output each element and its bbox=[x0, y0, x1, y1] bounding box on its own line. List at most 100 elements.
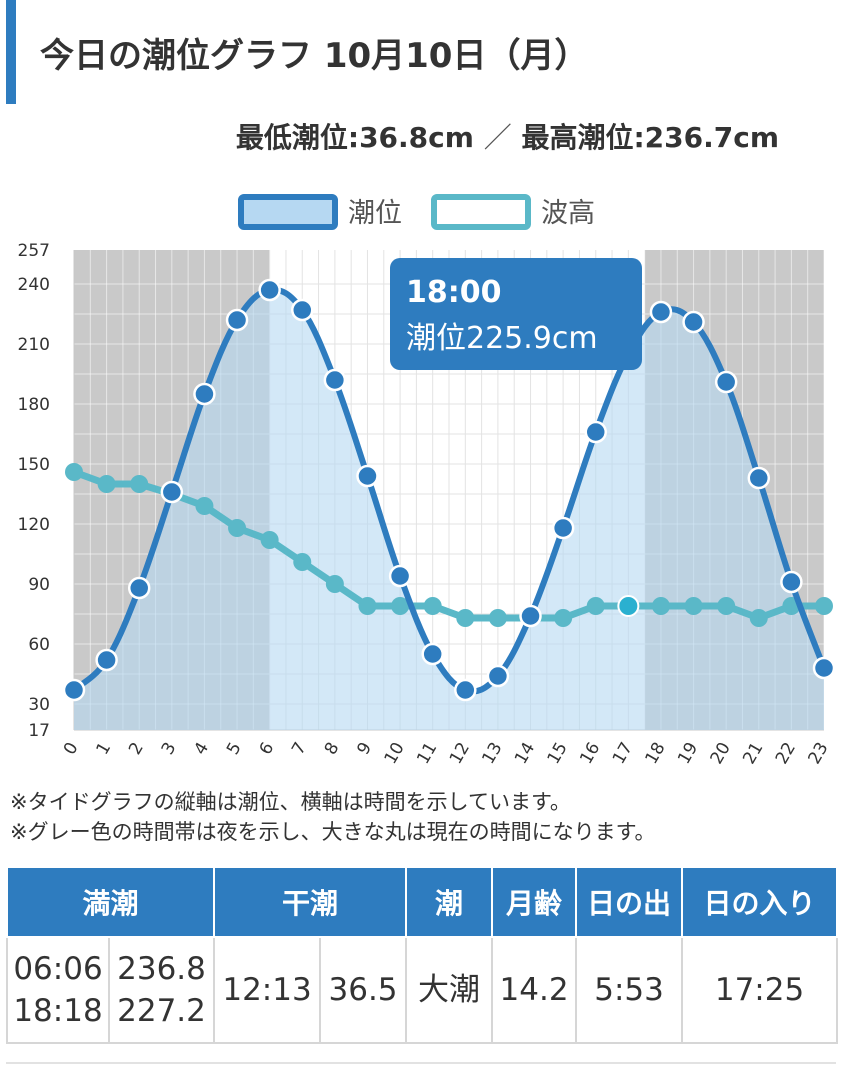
wave-point-2 bbox=[130, 475, 149, 493]
tide-point-6 bbox=[258, 278, 281, 302]
wave-point-6 bbox=[260, 531, 279, 549]
wave-point-20 bbox=[717, 597, 736, 615]
legend-label-tide: 潮位 bbox=[348, 198, 402, 229]
x-tick-group-3: 3 bbox=[158, 739, 181, 758]
header-sunrise: 日の出 bbox=[575, 866, 684, 938]
x-tick-label-7: 7 bbox=[288, 739, 311, 758]
tide-point-18 bbox=[649, 300, 673, 324]
high-tide-time-1: 06:06 bbox=[13, 951, 103, 987]
title-accent-bar bbox=[6, 0, 16, 104]
x-tick-group-6: 6 bbox=[256, 739, 279, 758]
x-tick-label-2: 2 bbox=[125, 739, 148, 758]
x-tick-group-11: 11 bbox=[413, 739, 441, 768]
wave-point-8 bbox=[325, 575, 344, 593]
header-high-tide: 満潮 bbox=[5, 866, 216, 938]
x-tick-label-23: 23 bbox=[805, 739, 833, 768]
tooltip-box bbox=[390, 258, 642, 370]
x-tick-group-10: 10 bbox=[381, 739, 409, 768]
x-tick-label-4: 4 bbox=[190, 739, 213, 758]
legend-swatch-tide bbox=[238, 194, 338, 230]
title-bar: 今日の潮位グラフ 10月10日（月） bbox=[0, 0, 855, 104]
low-tide-time: 12:13 bbox=[213, 936, 322, 1044]
x-tick-group-18: 18 bbox=[641, 739, 669, 768]
x-tick-label-1: 1 bbox=[93, 739, 116, 758]
x-tick-label-15: 15 bbox=[544, 739, 572, 768]
x-tick-label-6: 6 bbox=[256, 739, 279, 758]
tide-point-10 bbox=[388, 564, 412, 588]
tide-point-21 bbox=[747, 466, 771, 490]
y-tick-label-120: 120 bbox=[18, 515, 50, 535]
x-tick-label-18: 18 bbox=[641, 739, 669, 768]
x-tick-label-17: 17 bbox=[609, 739, 637, 768]
x-tick-label-10: 10 bbox=[381, 739, 409, 768]
min-tide-label: 最低潮位:36.8cm bbox=[235, 121, 474, 154]
wave-point-4 bbox=[195, 497, 214, 515]
high-tide-times: 06:06 18:18 bbox=[6, 936, 110, 1044]
wave-point-11 bbox=[423, 597, 442, 615]
x-tick-label-12: 12 bbox=[446, 739, 474, 768]
y-tick-label-210: 210 bbox=[18, 335, 50, 355]
wave-point-0 bbox=[65, 463, 83, 481]
y-tick-label-257: 257 bbox=[18, 241, 50, 261]
tide-area-fill bbox=[74, 289, 824, 730]
tide-line bbox=[71, 286, 827, 695]
wave-point-19 bbox=[684, 597, 703, 615]
tide-point-7 bbox=[291, 298, 314, 322]
wave-point-21 bbox=[749, 609, 768, 627]
wave-point-17 bbox=[617, 595, 640, 617]
x-tick-group-2: 2 bbox=[125, 739, 148, 758]
x-tick-label-20: 20 bbox=[707, 739, 735, 768]
tooltip-time: 18:00 bbox=[406, 275, 502, 310]
x-tick-group-14: 14 bbox=[511, 739, 539, 768]
page-title: 今日の潮位グラフ 10月10日（月） bbox=[40, 36, 589, 76]
x-tick-group-21: 21 bbox=[739, 739, 767, 768]
tide-type: 大潮 bbox=[405, 936, 494, 1044]
tide-point-13 bbox=[486, 664, 510, 688]
tide-point-23 bbox=[812, 656, 836, 680]
x-tick-group-23: 23 bbox=[805, 739, 833, 768]
tide-point-1 bbox=[95, 648, 118, 672]
x-tick-group-7: 7 bbox=[288, 739, 311, 758]
tide-point-0 bbox=[62, 678, 86, 702]
x-tick-group-16: 16 bbox=[576, 739, 604, 768]
x-tick-group-17: 17 bbox=[609, 739, 637, 768]
x-tick-group-4: 4 bbox=[190, 739, 213, 758]
moon-age: 14.2 bbox=[491, 936, 578, 1044]
low-tide-level: 36.5 bbox=[319, 936, 408, 1044]
tide-point-16 bbox=[584, 420, 607, 444]
x-tick-label-8: 8 bbox=[321, 739, 344, 758]
tide-table-header-row: 満潮 干潮 潮 月齢 日の出 日の入り bbox=[5, 866, 839, 938]
x-tick-label-11: 11 bbox=[413, 739, 441, 768]
x-tick-label-16: 16 bbox=[576, 739, 604, 768]
summary-separator: ／ bbox=[483, 121, 512, 154]
sunset-time: 17:25 bbox=[681, 936, 839, 1044]
x-tick-label-22: 22 bbox=[772, 739, 800, 768]
wave-point-5 bbox=[228, 519, 247, 537]
tide-point-20 bbox=[714, 370, 738, 394]
y-tick-label-17: 17 bbox=[28, 721, 50, 741]
x-tick-group-22: 22 bbox=[772, 739, 800, 768]
wave-point-12 bbox=[456, 609, 475, 627]
y-tick-label-60: 60 bbox=[28, 635, 50, 655]
tide-point-2 bbox=[127, 576, 151, 600]
tide-table-row: 06:06 18:18 236.8 227.2 12:13 36.5 大潮 14… bbox=[6, 936, 839, 1044]
wave-point-15 bbox=[554, 609, 573, 627]
x-tick-group-1: 1 bbox=[93, 739, 116, 758]
tide-point-3 bbox=[160, 480, 184, 504]
high-tide-levels: 236.8 227.2 bbox=[107, 936, 216, 1044]
header-tide-type: 潮 bbox=[405, 866, 494, 938]
bottom-divider bbox=[6, 1062, 836, 1064]
y-tick-label-90: 90 bbox=[28, 575, 50, 595]
high-tide-level-1: 236.8 bbox=[117, 951, 206, 987]
x-tick-group-13: 13 bbox=[478, 739, 506, 768]
tide-point-9 bbox=[356, 464, 379, 488]
wave-point-18 bbox=[651, 597, 670, 615]
x-tick-group-15: 15 bbox=[544, 739, 572, 768]
high-tide-level-2: 227.2 bbox=[117, 993, 206, 1029]
x-tick-label-13: 13 bbox=[478, 739, 506, 768]
tide-point-8 bbox=[323, 368, 347, 392]
header-moon-age: 月齢 bbox=[491, 866, 578, 938]
tide-table: 満潮 干潮 潮 月齢 日の出 日の入り 06:06 18:18 236.8 22… bbox=[5, 866, 839, 1044]
tooltip-value: 潮位225.9cm bbox=[406, 321, 598, 356]
